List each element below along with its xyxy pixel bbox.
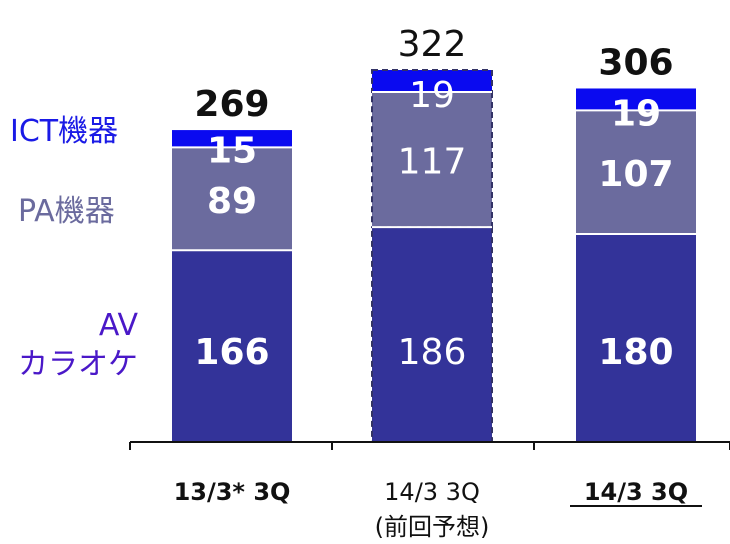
- value-label: 166: [194, 332, 269, 373]
- legend-ict: ICT機器: [10, 112, 118, 151]
- value-label: 180: [598, 332, 673, 373]
- value-label: 107: [598, 154, 673, 195]
- x-tick-label: 13/3* 3Q: [174, 478, 291, 506]
- x-tick-note: (前回予想): [375, 513, 490, 541]
- legend-av-line2: カラオケ: [8, 345, 138, 384]
- value-label: 89: [207, 181, 257, 222]
- total-label: 306: [598, 42, 673, 83]
- total-label: 322: [398, 24, 467, 65]
- total-label: 269: [194, 84, 269, 125]
- x-tick-label: 14/3 3Q: [584, 478, 688, 506]
- x-tick-label: 14/3 3Q: [384, 478, 480, 506]
- legend-pa: PA機器: [18, 192, 115, 231]
- value-label: 19: [409, 75, 455, 116]
- legend-av-line1: AV: [8, 306, 138, 345]
- value-label: 19: [611, 93, 661, 134]
- value-label: 15: [207, 130, 257, 171]
- value-label: 186: [398, 332, 467, 373]
- legend-av: AV カラオケ: [8, 306, 138, 384]
- value-label: 117: [398, 142, 467, 183]
